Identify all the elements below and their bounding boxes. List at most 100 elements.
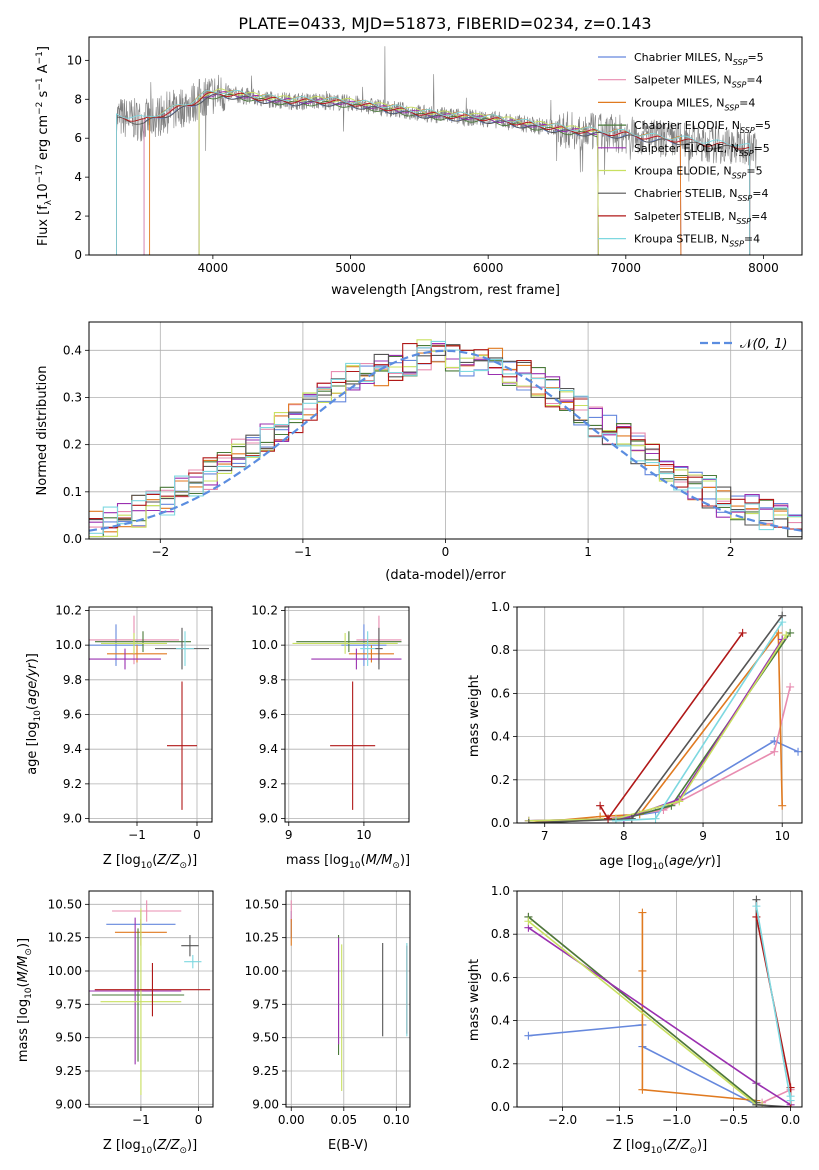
y-tick-label: 0.3 bbox=[63, 390, 82, 404]
mass-weight-point-0-0 bbox=[524, 1031, 533, 1040]
y-tick-label: 0.6 bbox=[491, 970, 510, 984]
mass-weight-point-1-3 bbox=[770, 747, 779, 756]
y-tick-label: 9.50 bbox=[55, 1031, 82, 1045]
y-tick-label: 9.50 bbox=[252, 1031, 279, 1045]
y-tick-label: 2 bbox=[74, 209, 82, 223]
x-axis-label: wavelength [Angstrom, rest frame] bbox=[331, 283, 560, 298]
model-spectrum-8 bbox=[116, 89, 751, 255]
panel-massweight-vs-Z bbox=[513, 890, 803, 1111]
plot-area bbox=[524, 895, 795, 1107]
mass-weight-point-7-2 bbox=[738, 628, 747, 637]
y-tick-label: 0.1 bbox=[63, 485, 82, 499]
y-tick-label: 10.00 bbox=[245, 964, 279, 978]
y-tick-label: 6 bbox=[74, 131, 82, 145]
legend-label-7: Salpeter STELIB, NSSP=4 bbox=[634, 210, 767, 226]
mass-weight-line-5 bbox=[528, 634, 787, 822]
plot-area bbox=[292, 615, 402, 810]
model-spectrum-4 bbox=[198, 91, 599, 255]
x-tick-label: −1.5 bbox=[605, 1113, 634, 1127]
panel-residuals bbox=[85, 321, 803, 543]
mass-weight-point-2-1 bbox=[638, 966, 647, 975]
y-tick-label: 9.6 bbox=[63, 708, 82, 722]
mass-weight-point-2-4 bbox=[778, 801, 787, 810]
legend-label-5: Kroupa ELODIE, NSSP=5 bbox=[634, 165, 763, 181]
panel-age-vs-mass bbox=[281, 606, 410, 826]
x-tick-label: 0.00 bbox=[278, 1113, 305, 1127]
mass-weight-line-7 bbox=[599, 632, 744, 821]
y-tick-label: 8 bbox=[74, 92, 82, 106]
x-axis-label: age [log10(age/yr)] bbox=[599, 854, 721, 872]
mass-weight-line-1 bbox=[528, 686, 791, 822]
x-axis-label: Z [log10(Z/Z⊙)] bbox=[103, 853, 197, 871]
x-tick-label: 10 bbox=[775, 829, 790, 843]
plot-area bbox=[524, 611, 802, 823]
observed-spectrum bbox=[116, 46, 757, 182]
x-tick-label: 7000 bbox=[611, 261, 642, 275]
mass-weight-line-8 bbox=[755, 905, 792, 1101]
y-tick-label: 0.0 bbox=[491, 816, 510, 830]
y-tick-label: 10.25 bbox=[48, 931, 82, 945]
y-axis-label: age [log10(age/yr)] bbox=[25, 653, 43, 775]
model-spectrum-7 bbox=[116, 91, 751, 255]
y-axis-label: mass weight bbox=[467, 675, 482, 757]
panel-mass-vs-Z bbox=[85, 890, 214, 1111]
mass-weight-point-2-2 bbox=[638, 1085, 647, 1094]
y-tick-label: 9.2 bbox=[63, 777, 82, 791]
x-axis-label: (data-model)/error bbox=[385, 568, 506, 583]
plot-area bbox=[89, 339, 802, 538]
axes-frame bbox=[88, 36, 803, 256]
x-tick-label: 1 bbox=[584, 545, 592, 559]
y-tick-label: 0.4 bbox=[491, 1014, 510, 1028]
mass-weight-line-1 bbox=[527, 916, 791, 1104]
plot-area bbox=[89, 615, 209, 810]
x-axis-label: E(B-V) bbox=[328, 1138, 368, 1153]
x-tick-label: −2 bbox=[151, 545, 169, 559]
panel-age-vs-Z bbox=[85, 606, 213, 826]
y-tick-label: 9.75 bbox=[252, 997, 279, 1011]
mass-weight-point-8-0 bbox=[611, 816, 620, 823]
y-tick-label: 9.8 bbox=[63, 673, 82, 687]
x-axis-label: Z [log10(Z/Z⊙)] bbox=[103, 1138, 197, 1156]
axes-frame bbox=[88, 890, 214, 1108]
legend-label-1: Salpeter MILES, NSSP=4 bbox=[634, 74, 763, 90]
mass-weight-point-7-0 bbox=[596, 801, 605, 810]
legend-label-0: Chabrier MILES, NSSP=5 bbox=[634, 51, 764, 67]
y-tick-label: 4 bbox=[74, 170, 82, 184]
y-tick-label: 10.2 bbox=[251, 603, 278, 617]
legend-label-8: Kroupa STELIB, NSSP=4 bbox=[634, 233, 760, 249]
y-tick-label: 9.4 bbox=[63, 742, 82, 756]
y-tick-label: 0.2 bbox=[491, 773, 510, 787]
y-tick-label: 9.2 bbox=[259, 777, 278, 791]
x-axis-label: Z [log10(Z/Z⊙)] bbox=[613, 1138, 707, 1156]
mass-weight-line-4 bbox=[527, 927, 792, 1106]
y-tick-label: 9.00 bbox=[55, 1097, 82, 1111]
axes-frame bbox=[516, 606, 803, 824]
plot-area bbox=[290, 900, 408, 1091]
y-tick-label: 10 bbox=[67, 53, 82, 67]
model-spectrum-5 bbox=[198, 88, 599, 255]
y-axis-label: mass [log10(M/M⊙)] bbox=[16, 938, 34, 1062]
x-tick-label: 0 bbox=[442, 545, 450, 559]
panel-massweight-vs-age bbox=[513, 606, 803, 827]
y-tick-label: 9.8 bbox=[259, 673, 278, 687]
mass-weight-point-7-1 bbox=[604, 814, 613, 823]
mass-weight-point-8-0 bbox=[752, 902, 761, 911]
legend-label-gaussian: 𝒩(0, 1) bbox=[740, 337, 787, 352]
y-tick-label: 9.4 bbox=[259, 742, 278, 756]
y-tick-label: 10.50 bbox=[48, 897, 82, 911]
x-tick-label: 5000 bbox=[335, 261, 366, 275]
gaussian-curve bbox=[89, 349, 802, 532]
x-tick-label: 0 bbox=[193, 828, 201, 842]
x-tick-label: 0.10 bbox=[383, 1113, 410, 1127]
y-tick-label: 9.6 bbox=[259, 708, 278, 722]
x-tick-label: −2.0 bbox=[548, 1113, 577, 1127]
x-tick-label: 0.05 bbox=[330, 1113, 357, 1127]
mass-weight-point-5-2 bbox=[675, 797, 684, 806]
mass-weight-line-3 bbox=[528, 632, 791, 823]
y-tick-label: 1.0 bbox=[491, 884, 510, 898]
panel-spectrum bbox=[85, 36, 803, 259]
mass-weight-line-2 bbox=[641, 912, 757, 1102]
y-tick-label: 0.4 bbox=[63, 343, 82, 357]
